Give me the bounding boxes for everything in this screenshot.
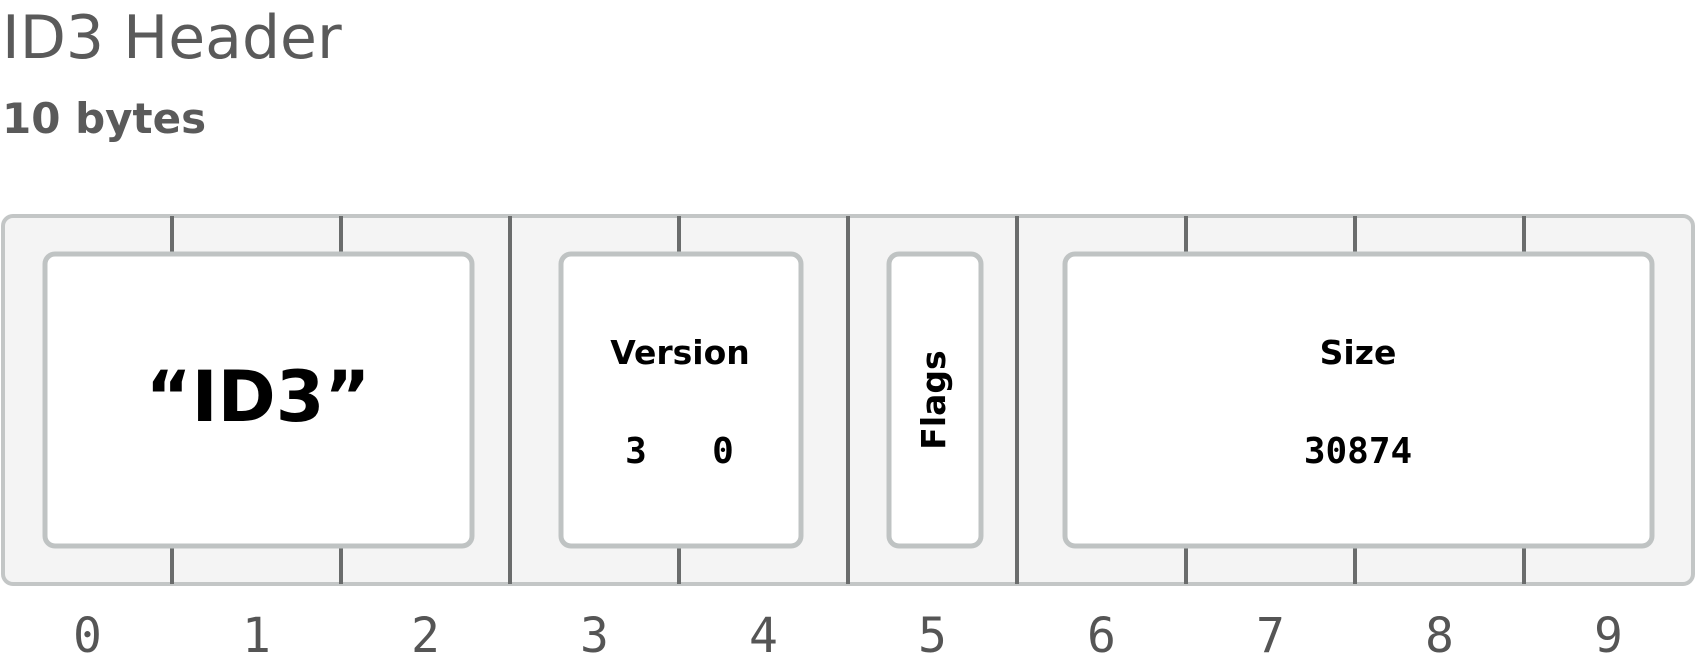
byte-index-label: 4 — [749, 608, 778, 664]
field-id3-label: “ID3” — [146, 356, 371, 438]
field-version: Version 3 0 — [558, 251, 804, 549]
byte-index-label: 5 — [918, 608, 947, 664]
diagram-title: ID3 Header — [2, 3, 342, 73]
byte-index-label: 3 — [580, 608, 609, 664]
byte-index-label: 9 — [1594, 608, 1623, 664]
field-version-minor: 0 — [712, 431, 734, 472]
field-size-label: Size — [1320, 333, 1397, 372]
byte-dividers — [170, 216, 1526, 584]
byte-index-label: 0 — [73, 608, 102, 664]
byte-index-label: 2 — [411, 608, 440, 664]
field-version-major: 3 — [625, 431, 647, 472]
field-version-box — [558, 251, 804, 549]
diagram-subtitle: 10 bytes — [2, 94, 207, 143]
field-flags-label: Flags — [914, 350, 953, 449]
byte-index-label: 1 — [242, 608, 271, 664]
field-flags: Flags — [886, 251, 984, 549]
field-size-value: 30874 — [1304, 431, 1412, 472]
byte-index-label: 6 — [1087, 608, 1116, 664]
field-flags-box — [886, 251, 984, 549]
field-size: Size 30874 — [1062, 251, 1655, 549]
field-id3-box — [42, 251, 475, 549]
field-size-box — [1062, 251, 1655, 549]
field-id3: “ID3” — [42, 251, 475, 549]
byte-index-label: 8 — [1425, 608, 1454, 664]
field-version-label: Version — [610, 333, 750, 372]
byte-index-label: 7 — [1256, 608, 1285, 664]
byte-index-labels: 0 1 2 3 4 5 6 7 8 9 — [73, 608, 1623, 664]
